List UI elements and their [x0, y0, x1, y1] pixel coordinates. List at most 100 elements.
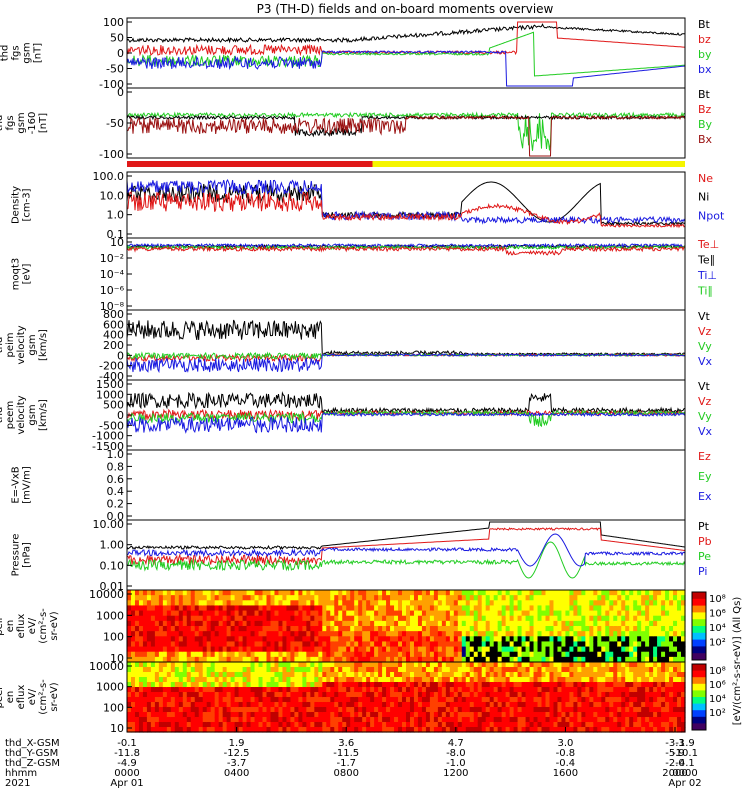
- spectrogram-cell: [449, 667, 455, 673]
- legend-Vt: Vt: [698, 380, 711, 393]
- spectrogram-cell: [290, 682, 295, 688]
- spectrogram-cell: [222, 590, 228, 596]
- spectrogram-cell: [250, 656, 256, 663]
- spectrogram-cell: [174, 600, 180, 607]
- spectrogram-cell: [625, 662, 630, 668]
- spectrogram-cell: [158, 667, 164, 673]
- spectrogram-cell: [362, 697, 367, 703]
- spectrogram-cell: [402, 672, 407, 678]
- spectrogram-cell: [561, 682, 567, 688]
- spectrogram-cell: [573, 687, 578, 693]
- spectrogram-cell: [254, 620, 260, 627]
- spectrogram-cell: [386, 651, 391, 658]
- spectrogram-cell: [597, 595, 602, 601]
- spectrogram-cell: [557, 667, 563, 673]
- spectrogram-cell: [298, 641, 303, 648]
- spectrogram-cell: [154, 651, 160, 658]
- series-bt: [127, 23, 685, 44]
- spectrogram-cell: [362, 722, 367, 728]
- spectrogram-cell: [493, 656, 499, 663]
- spectrogram-cell: [497, 697, 503, 703]
- spectrogram-cell: [625, 722, 630, 728]
- spectrogram-cell: [489, 641, 495, 648]
- spectrogram-cell: [234, 712, 240, 718]
- spectrogram-cell: [473, 717, 479, 723]
- spectrogram-cell: [409, 631, 415, 637]
- spectrogram-cell: [445, 615, 451, 622]
- spectrogram-cell: [162, 636, 168, 643]
- spectrogram-cell: [541, 662, 547, 668]
- spectrogram-cell: [318, 677, 323, 683]
- spectrogram-cell: [529, 636, 535, 643]
- spectrogram-cell: [545, 651, 551, 658]
- spectrogram-cell: [597, 610, 602, 617]
- spectrogram-cell: [314, 687, 319, 693]
- spectrogram-cell: [178, 687, 184, 693]
- spectrogram-cell: [437, 615, 443, 622]
- spectrogram-cell: [417, 651, 423, 658]
- spectrogram-cell: [194, 677, 200, 683]
- spectrogram-cell: [142, 727, 148, 733]
- spectrogram-cell: [413, 595, 419, 601]
- spectrogram-cell: [210, 600, 216, 607]
- spectrogram-cell: [242, 626, 248, 632]
- spectrogram-cell: [441, 677, 447, 683]
- spectrogram-cell: [326, 702, 331, 708]
- spectrogram-cell: [342, 662, 347, 668]
- spectrogram-cell: [525, 590, 531, 596]
- spectrogram-cell: [174, 727, 180, 733]
- spectrogram-cell: [413, 600, 419, 607]
- spectrogram-cell: [421, 682, 427, 688]
- spectrogram-cell: [127, 692, 132, 698]
- spectrogram-cell: [186, 717, 192, 723]
- spectrogram-cell: [334, 620, 339, 627]
- spectrogram-cell: [142, 677, 148, 683]
- spectrogram-cell: [146, 651, 152, 658]
- spectrogram-cell: [437, 712, 443, 718]
- spectrogram-cell: [158, 692, 164, 698]
- spectrogram-cell: [282, 682, 288, 688]
- spectrogram-cell: [254, 712, 260, 718]
- spectrogram-cell: [593, 646, 598, 653]
- spectrogram-cell: [477, 615, 483, 622]
- spectrogram-cell: [509, 677, 515, 683]
- spectrogram-cell: [286, 702, 292, 708]
- spectrogram-cell: [202, 672, 208, 678]
- spectrogram-cell: [449, 717, 455, 723]
- spectrogram-cell: [537, 605, 543, 612]
- spectrogram-cell: [186, 702, 192, 708]
- spectrogram-cell: [350, 600, 355, 607]
- spectrogram-cell: [621, 641, 626, 648]
- spectrogram-cell: [497, 651, 503, 658]
- spectrogram-cell: [609, 692, 614, 698]
- spectrogram-cell: [489, 626, 495, 632]
- spectrogram-cell: [238, 707, 244, 713]
- spectrogram-cell: [290, 667, 295, 673]
- spectrogram-cell: [170, 722, 176, 728]
- spectrogram-cell: [613, 590, 618, 596]
- spectrogram-cell: [254, 641, 260, 648]
- spectrogram-cell: [282, 702, 288, 708]
- spectrogram-cell: [505, 702, 511, 708]
- legend-Ey: Ey: [698, 470, 712, 483]
- spectrogram-cell: [246, 646, 252, 653]
- spectrogram-cell: [593, 707, 598, 713]
- spectrogram-cell: [210, 712, 216, 718]
- spectrogram-cell: [186, 677, 192, 683]
- spectrogram-cell: [318, 656, 323, 663]
- spectrogram-cell: [533, 600, 539, 607]
- spectrogram-cell: [557, 677, 563, 683]
- spectrogram-cell: [326, 707, 331, 713]
- y-tick-label: 0.4: [107, 485, 125, 498]
- spectrogram-cell: [258, 595, 264, 601]
- spectrogram-cell: [202, 636, 208, 643]
- spectrogram-cell: [581, 722, 586, 728]
- spectrogram-cell: [541, 600, 547, 607]
- spectrogram-cell: [270, 610, 276, 617]
- spectrogram-cell: [170, 641, 176, 648]
- spectrogram-cell: [246, 595, 252, 601]
- spectrogram-cell: [406, 595, 411, 601]
- spectrogram-cell: [174, 667, 180, 673]
- spectrogram-cell: [637, 620, 642, 627]
- spectrogram-cell: [242, 672, 248, 678]
